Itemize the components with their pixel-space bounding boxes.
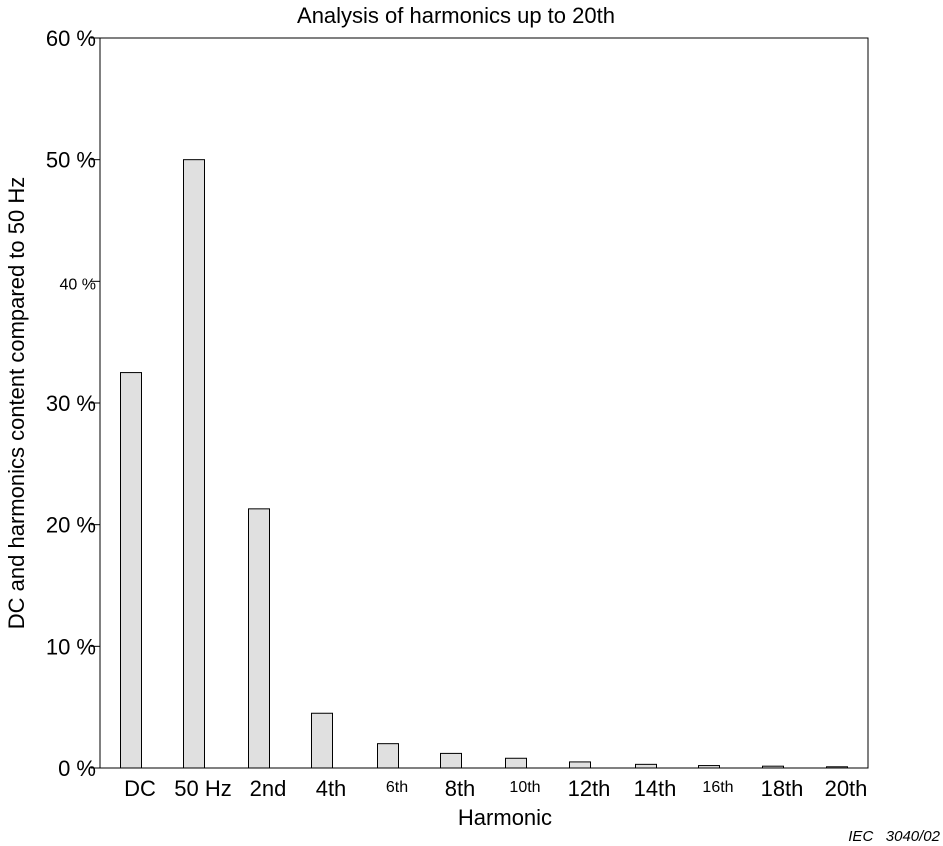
x-tick-label: 20th bbox=[825, 776, 868, 801]
bar-14th bbox=[635, 763, 657, 769]
x-tick-label: 8th bbox=[445, 776, 476, 801]
y-axis-label: DC and harmonics content compared to 50 … bbox=[4, 177, 29, 629]
y-tick-label: 50 % bbox=[46, 148, 96, 173]
bar-dc bbox=[120, 372, 142, 769]
x-axis-tick-labels: DC 50 Hz 2nd 4th 6th 8th 10th 12th 14th 16th 18th 2… bbox=[124, 776, 867, 801]
y-tick-label: 20 % bbox=[46, 513, 96, 538]
x-tick-label: 4th bbox=[316, 776, 347, 801]
bar-2nd bbox=[248, 508, 270, 769]
x-tick-label: 6th bbox=[386, 779, 408, 796]
y-tick-label: 0 % bbox=[58, 756, 96, 781]
bar-20th bbox=[826, 766, 848, 769]
chart-title: Analysis of harmonics up to 20th bbox=[297, 3, 615, 28]
x-tick-label: 14th bbox=[634, 776, 677, 801]
bar-50-hz bbox=[183, 159, 205, 769]
plot-area-frame bbox=[99, 37, 869, 769]
y-tick-label: 40 % bbox=[60, 276, 96, 293]
x-tick-label: DC bbox=[124, 776, 156, 801]
bar-18th bbox=[762, 765, 784, 769]
x-tick-label: 50 Hz bbox=[174, 776, 231, 801]
bar-12th bbox=[569, 761, 591, 769]
bar-8th bbox=[440, 752, 462, 769]
x-tick-label: 18th bbox=[761, 776, 804, 801]
x-tick-label: 10th bbox=[509, 779, 540, 796]
x-axis-label: Harmonic bbox=[458, 805, 552, 830]
bar-10th bbox=[505, 757, 527, 769]
bar-16th bbox=[698, 765, 720, 769]
y-tick-label: 30 % bbox=[46, 391, 96, 416]
figure-id-label: IEC 3040/02 bbox=[848, 828, 940, 845]
y-tick-label: 60 % bbox=[46, 26, 96, 51]
y-axis: 0 % 10 % 20 % 30 % 40 % 50 % 60 % bbox=[46, 26, 100, 781]
bar-4th bbox=[311, 712, 333, 769]
x-tick-label: 12th bbox=[568, 776, 611, 801]
bars bbox=[120, 159, 848, 769]
y-tick-label: 10 % bbox=[46, 634, 96, 659]
bar-6th bbox=[377, 743, 399, 769]
x-tick-label: 16th bbox=[702, 779, 733, 796]
x-tick-label: 2nd bbox=[250, 776, 287, 801]
